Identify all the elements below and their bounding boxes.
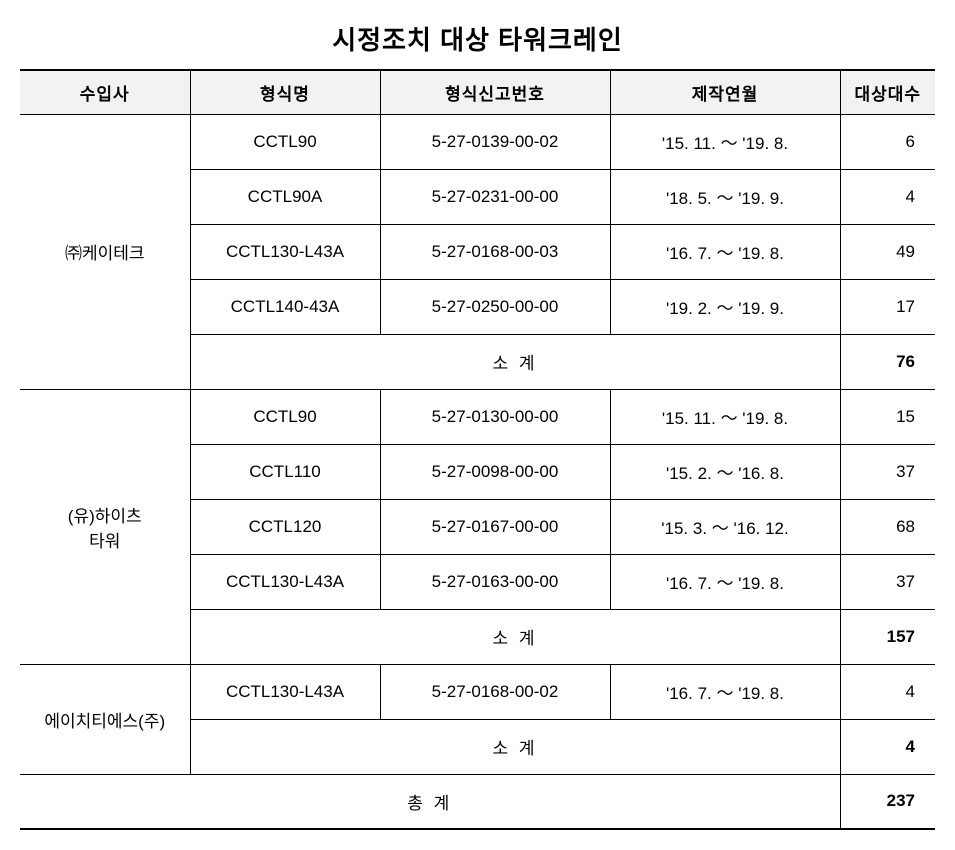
subtotal-count: 157 (840, 609, 935, 664)
count-cell: 17 (840, 279, 935, 334)
table-title: 시정조치 대상 타워크레인 (20, 20, 935, 57)
subtotal-label: 소 계 (190, 609, 840, 664)
model-cell: CCTL120 (190, 499, 380, 554)
importer-cell: (유)하이츠타워 (20, 389, 190, 664)
model-cell: CCTL140-43A (190, 279, 380, 334)
model-cell: CCTL90A (190, 169, 380, 224)
date-cell: '16. 7. ～ '19. 8. (610, 224, 840, 279)
subtotal-count: 76 (840, 334, 935, 389)
model-cell: CCTL110 (190, 444, 380, 499)
subtotal-label: 소 계 (190, 334, 840, 389)
count-cell: 15 (840, 389, 935, 444)
importer-cell: 에이치티에스(주) (20, 664, 190, 774)
regno-cell: 5-27-0168-00-03 (380, 224, 610, 279)
regno-cell: 5-27-0168-00-02 (380, 664, 610, 719)
regno-cell: 5-27-0130-00-00 (380, 389, 610, 444)
date-cell: '16. 7. ～ '19. 8. (610, 554, 840, 609)
table-row: 에이치티에스(주)CCTL130-L43A5-27-0168-00-02'16.… (20, 664, 935, 719)
grandtotal-count: 237 (840, 774, 935, 829)
count-cell: 68 (840, 499, 935, 554)
header-row: 수입사 형식명 형식신고번호 제작연월 대상대수 (20, 70, 935, 114)
date-cell: '15. 3. ～ '16. 12. (610, 499, 840, 554)
count-cell: 37 (840, 444, 935, 499)
grandtotal-row: 총 계237 (20, 774, 935, 829)
grandtotal-label: 총 계 (20, 774, 840, 829)
date-cell: '15. 11. ～ '19. 8. (610, 114, 840, 169)
date-cell: '16. 7. ～ '19. 8. (610, 664, 840, 719)
regno-cell: 5-27-0231-00-00 (380, 169, 610, 224)
importer-cell: ㈜케이테크 (20, 114, 190, 389)
date-cell: '15. 11. ～ '19. 8. (610, 389, 840, 444)
col-model: 형식명 (190, 70, 380, 114)
col-regno: 형식신고번호 (380, 70, 610, 114)
regno-cell: 5-27-0139-00-02 (380, 114, 610, 169)
count-cell: 4 (840, 169, 935, 224)
date-cell: '19. 2. ～ '19. 9. (610, 279, 840, 334)
count-cell: 4 (840, 664, 935, 719)
col-date: 제작연월 (610, 70, 840, 114)
date-cell: '18. 5. ～ '19. 9. (610, 169, 840, 224)
crane-table: 수입사 형식명 형식신고번호 제작연월 대상대수 ㈜케이테크CCTL905-27… (20, 69, 935, 830)
table-row: ㈜케이테크CCTL905-27-0139-00-02'15. 11. ～ '19… (20, 114, 935, 169)
model-cell: CCTL130-L43A (190, 664, 380, 719)
count-cell: 37 (840, 554, 935, 609)
table-row: (유)하이츠타워CCTL905-27-0130-00-00'15. 11. ～ … (20, 389, 935, 444)
model-cell: CCTL130-L43A (190, 554, 380, 609)
col-importer: 수입사 (20, 70, 190, 114)
subtotal-label: 소 계 (190, 719, 840, 774)
model-cell: CCTL90 (190, 389, 380, 444)
regno-cell: 5-27-0098-00-00 (380, 444, 610, 499)
regno-cell: 5-27-0163-00-00 (380, 554, 610, 609)
count-cell: 49 (840, 224, 935, 279)
model-cell: CCTL90 (190, 114, 380, 169)
count-cell: 6 (840, 114, 935, 169)
subtotal-count: 4 (840, 719, 935, 774)
date-cell: '15. 2. ～ '16. 8. (610, 444, 840, 499)
col-count: 대상대수 (840, 70, 935, 114)
regno-cell: 5-27-0167-00-00 (380, 499, 610, 554)
regno-cell: 5-27-0250-00-00 (380, 279, 610, 334)
model-cell: CCTL130-L43A (190, 224, 380, 279)
